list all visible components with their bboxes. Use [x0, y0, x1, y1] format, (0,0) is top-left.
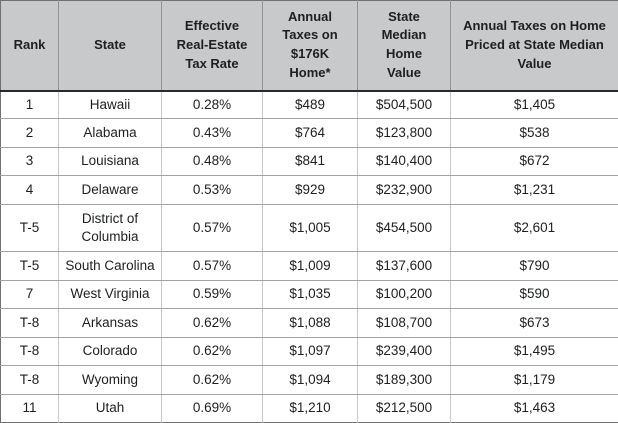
cell-taxes-median: $1,495 [450, 337, 618, 367]
cell-state: Alabama [58, 118, 162, 148]
table-row-alabama: 2 Alabama 0.43% $764 $123,800 $538 [0, 118, 618, 148]
cell-median-home-value: $137,600 [357, 251, 451, 281]
table-row-colorado: T-8 Colorado 0.62% $1,097 $239,400 $1,49… [0, 337, 618, 367]
cell-taxes-median: $673 [450, 308, 618, 338]
cell-taxes-176k: $489 [262, 90, 358, 120]
table-body: 1 Hawaii 0.28% $489 $504,500 $1,405 2 Al… [0, 90, 618, 423]
cell-median-home-value: $212,500 [357, 394, 451, 423]
table-row-south-carolina: T-5 South Carolina 0.57% $1,009 $137,600… [0, 251, 618, 281]
column-header-rank: Rank [0, 0, 59, 92]
cell-taxes-median: $1,179 [450, 365, 618, 395]
cell-state: West Virginia [58, 280, 162, 310]
cell-rank: 7 [0, 280, 59, 310]
cell-taxes-176k: $1,035 [262, 280, 358, 310]
cell-taxes-176k: $1,210 [262, 394, 358, 423]
cell-median-home-value: $239,400 [357, 337, 451, 367]
column-header-effective-tax-rate: Effective Real-Estate Tax Rate [161, 0, 263, 92]
table-row-louisiana: 3 Louisiana 0.48% $841 $140,400 $672 [0, 147, 618, 177]
cell-state: District of Columbia [58, 204, 162, 253]
cell-rank: T-8 [0, 308, 59, 338]
cell-tax-rate: 0.57% [161, 204, 263, 253]
cell-taxes-176k: $1,005 [262, 204, 358, 253]
cell-tax-rate: 0.57% [161, 251, 263, 281]
table-header: Rank State Effective Real-Estate Tax Rat… [0, 0, 618, 92]
cell-rank: T-8 [0, 365, 59, 395]
column-header-state-median-home-value: State Median Home Value [357, 0, 451, 92]
cell-taxes-median: $672 [450, 147, 618, 177]
cell-taxes-176k: $841 [262, 147, 358, 177]
cell-state: Wyoming [58, 365, 162, 395]
cell-median-home-value: $100,200 [357, 280, 451, 310]
table-row-hawaii: 1 Hawaii 0.28% $489 $504,500 $1,405 [0, 90, 618, 120]
table-row-west-virginia: 7 West Virginia 0.59% $1,035 $100,200 $5… [0, 280, 618, 310]
cell-rank: T-5 [0, 251, 59, 281]
cell-taxes-median: $790 [450, 251, 618, 281]
cell-rank: T-5 [0, 204, 59, 253]
cell-tax-rate: 0.59% [161, 280, 263, 310]
cell-taxes-176k: $1,097 [262, 337, 358, 367]
cell-tax-rate: 0.62% [161, 365, 263, 395]
table-row-wyoming: T-8 Wyoming 0.62% $1,094 $189,300 $1,179 [0, 365, 618, 395]
table-row-delaware: 4 Delaware 0.53% $929 $232,900 $1,231 [0, 175, 618, 205]
cell-median-home-value: $123,800 [357, 118, 451, 148]
cell-median-home-value: $232,900 [357, 175, 451, 205]
column-header-annual-taxes-176k: Annual Taxes on $176K Home* [262, 0, 358, 92]
cell-state: South Carolina [58, 251, 162, 281]
cell-taxes-176k: $1,094 [262, 365, 358, 395]
cell-taxes-median: $538 [450, 118, 618, 148]
cell-median-home-value: $140,400 [357, 147, 451, 177]
cell-taxes-176k: $929 [262, 175, 358, 205]
cell-state: Colorado [58, 337, 162, 367]
cell-tax-rate: 0.28% [161, 90, 263, 120]
cell-taxes-176k: $764 [262, 118, 358, 148]
cell-state: Utah [58, 394, 162, 423]
column-header-state: State [58, 0, 162, 92]
cell-state: Hawaii [58, 90, 162, 120]
column-header-annual-taxes-median: Annual Taxes on Home Priced at State Med… [450, 0, 618, 92]
cell-rank: 1 [0, 90, 59, 120]
cell-rank: 4 [0, 175, 59, 205]
header-row: Rank State Effective Real-Estate Tax Rat… [0, 0, 618, 92]
cell-taxes-median: $590 [450, 280, 618, 310]
cell-taxes-median: $1,463 [450, 394, 618, 423]
table-row-utah: 11 Utah 0.69% $1,210 $212,500 $1,463 [0, 394, 618, 423]
cell-taxes-176k: $1,088 [262, 308, 358, 338]
cell-tax-rate: 0.53% [161, 175, 263, 205]
cell-rank: 11 [0, 394, 59, 423]
cell-rank: 3 [0, 147, 59, 177]
cell-rank: 2 [0, 118, 59, 148]
cell-tax-rate: 0.69% [161, 394, 263, 423]
cell-rank: T-8 [0, 337, 59, 367]
cell-median-home-value: $454,500 [357, 204, 451, 253]
cell-taxes-median: $2,601 [450, 204, 618, 253]
table-row-arkansas: T-8 Arkansas 0.62% $1,088 $108,700 $673 [0, 308, 618, 338]
cell-state: Louisiana [58, 147, 162, 177]
cell-median-home-value: $504,500 [357, 90, 451, 120]
cell-state: Delaware [58, 175, 162, 205]
cell-tax-rate: 0.62% [161, 337, 263, 367]
table-row-district-of-columbia: T-5 District of Columbia 0.57% $1,005 $4… [0, 204, 618, 253]
cell-taxes-median: $1,405 [450, 90, 618, 120]
cell-tax-rate: 0.48% [161, 147, 263, 177]
cell-taxes-176k: $1,009 [262, 251, 358, 281]
cell-taxes-median: $1,231 [450, 175, 618, 205]
cell-median-home-value: $108,700 [357, 308, 451, 338]
cell-tax-rate: 0.43% [161, 118, 263, 148]
cell-state: Arkansas [58, 308, 162, 338]
cell-tax-rate: 0.62% [161, 308, 263, 338]
cell-median-home-value: $189,300 [357, 365, 451, 395]
